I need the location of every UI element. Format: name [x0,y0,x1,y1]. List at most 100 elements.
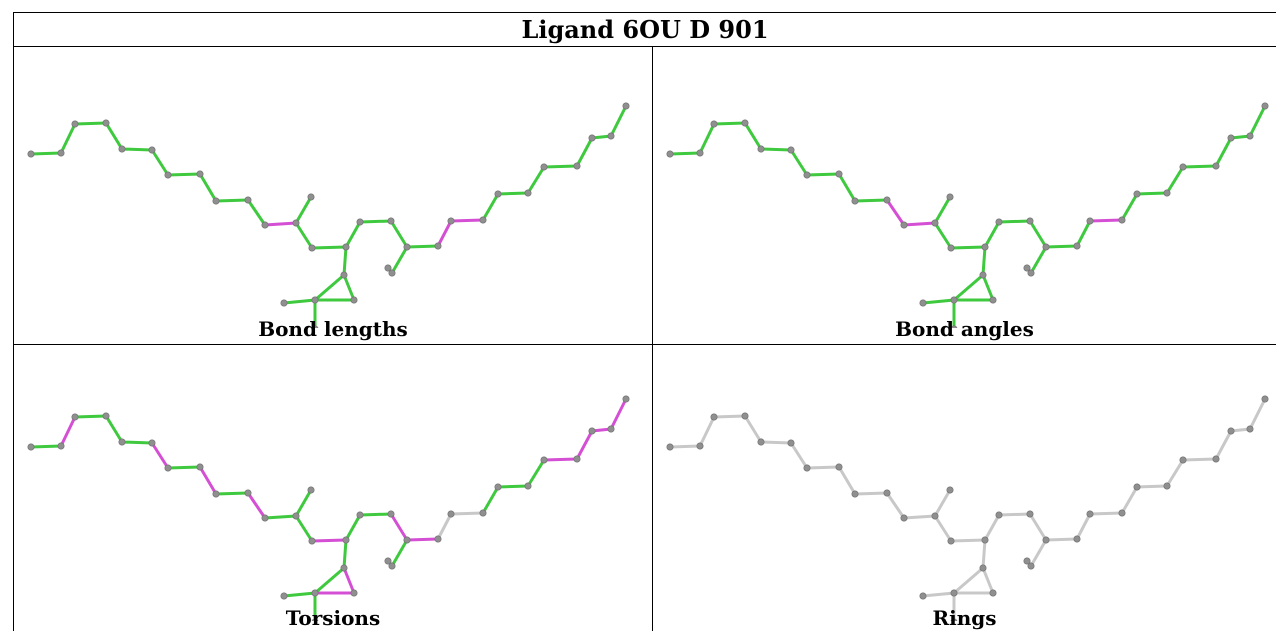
atom [148,146,156,154]
atom [1023,557,1031,565]
bond [1028,512,1048,542]
atom [148,439,156,447]
molecule-panel-rings [666,395,1269,621]
atom [196,463,204,471]
bond [952,273,985,302]
bond [902,514,937,520]
bond [1135,484,1169,489]
bond [449,218,485,223]
bond [389,219,409,249]
atom [741,412,749,420]
atom [311,325,319,328]
atom [787,146,795,154]
atom [710,413,718,421]
bond [390,245,409,275]
bond [1165,458,1185,488]
atom [212,490,220,498]
atom [1027,562,1035,570]
bond [837,172,857,203]
bond [104,121,124,151]
atom [666,150,674,158]
atom [835,463,843,471]
bond [668,151,702,156]
bond [921,298,956,305]
bond [1075,219,1092,248]
atom [1073,242,1081,250]
bond [150,148,170,177]
atom [540,456,548,464]
bond [246,491,267,520]
atom [387,510,395,518]
bond [389,512,409,542]
bond [342,566,356,595]
atom [1163,482,1171,490]
atom [607,132,615,140]
atom [280,592,288,600]
caption-bond-lengths: Bond lengths [258,317,408,341]
caption-torsions: Torsions [285,606,381,630]
bond [1214,136,1233,168]
bond [1181,457,1218,462]
atom [388,562,396,570]
atom [311,618,319,621]
bond [526,165,546,195]
caption-rings: Rings [932,606,997,630]
bond [282,591,317,598]
bond [902,221,937,227]
bond [198,465,218,496]
bond [342,538,348,570]
bond [358,219,393,224]
bond [712,121,747,126]
atom [1246,132,1254,140]
bond [952,566,985,595]
atom [311,589,319,597]
atom [946,193,954,201]
bond [166,465,202,470]
bond [120,147,154,152]
atom [1118,509,1126,517]
atom [989,589,997,597]
bond [1029,538,1048,568]
atom [946,486,954,494]
atom [1179,456,1187,464]
atom [164,171,172,179]
atom [1118,216,1126,224]
atom [1133,483,1141,491]
atom [342,536,350,544]
bond [246,198,267,227]
atom [292,219,300,227]
atom [356,511,364,519]
bond [1044,537,1079,542]
atom [666,443,674,451]
atom [102,119,110,127]
bond [609,397,628,431]
bond [214,198,250,203]
atom [261,514,269,522]
atom [1227,427,1235,435]
bond [949,538,987,543]
bond [59,415,77,448]
atom [981,243,989,251]
bond [981,273,995,302]
bond [698,122,716,155]
atom [851,197,859,205]
atom [403,536,411,544]
bond [1088,511,1124,516]
bond [198,172,218,203]
bond [997,512,1032,517]
atom [995,218,1003,226]
bond [933,488,952,518]
bond [981,245,987,277]
bond [59,122,77,155]
atom [164,464,172,472]
atom [447,217,455,225]
bond [609,104,628,138]
atom [1227,134,1235,142]
bond [294,221,314,250]
atom [787,439,795,447]
bond [1028,219,1048,249]
bond [921,591,956,598]
bond [310,538,348,543]
bond [313,566,346,595]
row-divider [13,344,1276,345]
